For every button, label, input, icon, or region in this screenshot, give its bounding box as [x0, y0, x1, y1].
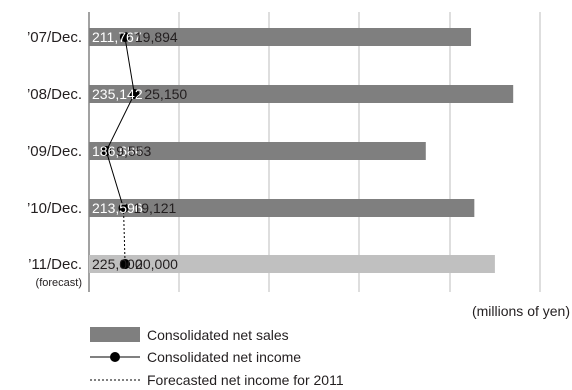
net-income-marker: [119, 32, 130, 42]
net-income-line: [105, 36, 135, 209]
category-label: ’08/Dec.: [27, 86, 82, 103]
net-income-value-label: 19,894: [135, 29, 178, 45]
legend-label-income: Consolidated net income: [147, 349, 301, 365]
bar-4: [89, 255, 495, 273]
category-note: (forecast): [36, 277, 82, 289]
category-label: ’11/Dec.: [28, 256, 82, 273]
forecast-value-label: 20,000: [135, 256, 178, 272]
legend-marker-income: [110, 352, 120, 362]
bar-value-label: 213,596: [92, 200, 143, 216]
net-income-value-label: 25,150: [144, 86, 187, 102]
legend-label-forecast: Forecasted net income for 2011: [147, 372, 344, 388]
bar-value-label: 186,686: [92, 143, 143, 159]
bar-0: [89, 28, 472, 46]
net-income-value-label: 9,553: [116, 143, 151, 159]
net-income-marker: [129, 89, 140, 99]
category-label: ’07/Dec.: [27, 29, 82, 46]
category-label: ’10/Dec.: [27, 200, 82, 217]
bar-value-label: 235,142: [92, 86, 143, 102]
legend-swatch-sales: [90, 327, 140, 342]
legend-label-sales: Consolidated net sales: [147, 327, 289, 343]
net-income-value-label: 19,121: [133, 200, 176, 216]
bar-3: [89, 199, 475, 217]
bar-value-label: 225,000: [92, 256, 143, 272]
bar-2: [89, 142, 426, 160]
forecast-income-marker: [120, 259, 131, 269]
net-income-marker: [118, 203, 129, 213]
forecast-income-line: [122, 207, 126, 265]
bar-1: [89, 85, 514, 103]
category-label: ’09/Dec.: [27, 143, 82, 160]
unit-label: (millions of yen): [472, 303, 570, 319]
net-income-marker: [101, 146, 112, 156]
bar-value-label: 211,767: [92, 29, 142, 45]
